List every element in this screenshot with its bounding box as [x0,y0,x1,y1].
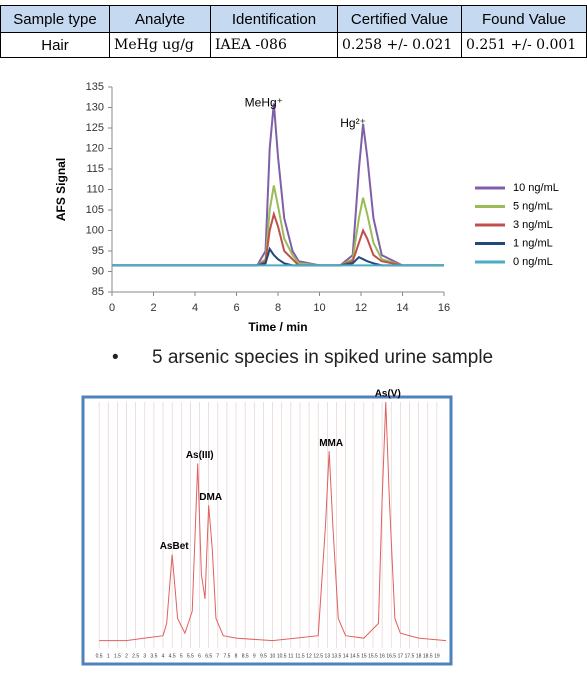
x-tick-label: 18.5 [423,653,433,659]
x-tick-label: 2 [150,302,156,314]
x-tick-label: 3 [143,653,146,659]
peak-label: Hg²⁺ [340,116,366,130]
y-tick-label: 125 [86,122,104,134]
legend-label: 10 ng/mL [513,182,559,194]
y-tick-label: 110 [86,183,104,195]
series-line [112,210,444,267]
y-tick-label: 120 [86,142,104,154]
y-tick-label: 105 [86,204,104,216]
x-tick-label: 14 [396,302,408,314]
x-tick-label: 6 [198,653,201,659]
x-tick-label: 6.5 [205,653,212,659]
x-tick-label: 5 [180,653,183,659]
peak-label: MeHg⁺ [245,96,283,110]
header-cell: Certified Value [337,5,462,33]
series-line [112,103,444,267]
legend-label: 5 ng/mL [513,200,553,212]
x-tick-label: 12.5 [313,653,323,659]
x-tick-label: 4.5 [169,653,176,659]
x-tick-label: 12 [306,653,312,659]
peak-label: As(V) [375,389,401,400]
x-tick-label: 3.5 [150,653,157,659]
x-axis-label: Time / min [248,320,307,334]
x-tick-label: 2 [125,653,128,659]
bullet-dot: • [112,347,119,368]
table-row: Hair MeHg ug/g IAEA -086 0.258 +/- 0.021… [0,32,587,58]
cell: IAEA -086 [210,32,338,58]
x-tick-label: 15 [361,653,367,659]
peak-label: AsBet [160,541,190,552]
x-tick-label: 13.5 [332,653,342,659]
x-tick-label: 16.5 [386,653,396,659]
x-tick-label: 16 [438,302,450,314]
legend-label: 1 ng/mL [513,237,553,249]
y-tick-label: 130 [86,101,104,113]
y-tick-label: 115 [86,163,104,175]
x-tick-label: 10.5 [277,653,287,659]
x-tick-label: 11 [288,653,293,659]
x-tick-label: 10 [270,653,276,659]
legend-label: 3 ng/mL [513,219,553,231]
x-tick-label: 18 [416,653,422,659]
bullet-item: • 5 arsenic species in spiked urine sampl… [112,347,493,369]
results-table: Sample type Analyte Identification Certi… [0,5,587,58]
legend-label: 0 ng/mL [513,256,553,268]
x-tick-label: 1.5 [114,653,121,659]
x-tick-label: 13 [325,653,331,659]
header-cell: Sample type [0,5,110,33]
x-tick-label: 6 [233,302,239,314]
x-tick-label: 17 [398,653,404,659]
peak-label: DMA [199,492,222,503]
cell: Hair [0,32,110,58]
x-tick-label: 2.5 [132,653,139,659]
x-tick-label: 1 [107,653,110,659]
x-tick-label: 7.5 [223,653,230,659]
x-tick-label: 11.5 [295,653,305,659]
x-tick-label: 14 [343,653,349,659]
x-tick-label: 10 [313,302,325,314]
x-tick-label: 5.5 [187,653,194,659]
x-tick-label: 8 [235,653,238,659]
bullet-text: 5 arsenic species in spiked urine sample [152,347,494,368]
peak-label: MMA [319,438,343,449]
x-tick-label: 12 [355,302,367,314]
y-tick-label: 100 [86,224,104,236]
y-tick-label: 95 [92,245,104,257]
x-tick-label: 7 [216,653,219,659]
header-cell: Found Value [461,5,587,33]
y-tick-label: 135 [86,81,104,93]
x-tick-label: 4 [162,653,165,659]
cell: 0.251 +/- 0.001 [461,32,587,58]
y-axis-label: AFS Signal [54,158,68,221]
y-tick-label: 90 [92,265,104,277]
x-tick-label: 8.5 [242,653,249,659]
cell: 0.258 +/- 0.021 [337,32,462,58]
x-tick-label: 14.5 [350,653,360,659]
x-tick-label: 4 [192,302,198,314]
x-tick-label: 9 [253,653,256,659]
x-tick-label: 8 [275,302,281,314]
x-tick-label: 15.5 [368,653,378,659]
x-tick-label: 0.5 [96,653,103,659]
y-tick-label: 85 [92,286,104,298]
table-header: Sample type Analyte Identification Certi… [0,5,587,33]
x-tick-label: 0 [109,302,115,314]
x-tick-label: 9.5 [260,653,267,659]
series-line [99,401,447,642]
x-tick-label: 19 [434,653,440,659]
x-tick-label: 16 [379,653,385,659]
x-tick-label: 17.5 [405,653,415,659]
chart-frame [81,395,453,666]
peak-label: As(III) [186,450,214,461]
cell: MeHg ug/g [109,32,211,58]
